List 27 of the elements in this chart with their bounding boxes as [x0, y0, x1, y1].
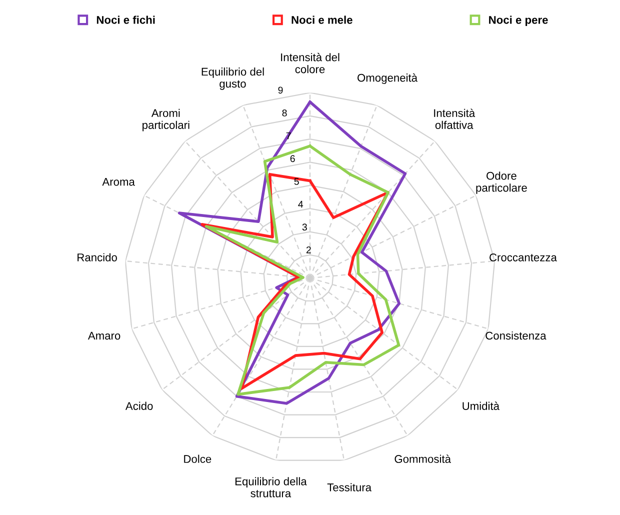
spoke-label: Dolce	[184, 454, 212, 463]
spoke-label: Intensità olfattiva	[434, 108, 476, 130]
spoke-label: Rancido	[78, 253, 117, 262]
spoke-label: Aroma	[102, 178, 135, 186]
spoke-label: Acido	[125, 402, 153, 410]
legend-label: Noci e pere	[489, 16, 548, 26]
y-tick-label: 2	[306, 246, 311, 254]
spoke-label: Equilibrio della struttura	[235, 477, 307, 498]
spoke-label: Tessitura	[327, 483, 372, 492]
spoke-label: Croccantezza	[490, 253, 557, 262]
y-tick-label: 3	[302, 224, 307, 231]
legend-label: Noci e fichi	[96, 16, 155, 24]
spoke-label: Equilibrio del gusto	[202, 68, 264, 90]
spoke-label: Aromi particolari	[142, 108, 190, 132]
spoke-label: Amaro	[88, 332, 120, 340]
y-tick-label: 4	[298, 200, 304, 208]
y-tick-label: 9	[278, 86, 283, 94]
y-tick-label: 6	[290, 155, 295, 162]
spoke-label: Omogeneità	[358, 73, 418, 84]
y-tick-label: 5	[294, 178, 299, 185]
spoke-label: Consistenza	[486, 331, 546, 340]
spoke-label: Odore particolare	[476, 172, 527, 194]
y-tick-label: 8	[282, 110, 287, 116]
spoke-label: Intensità del colore	[281, 52, 340, 74]
legend-label: Noci e mele	[292, 16, 352, 24]
spoke-label: Gommosità	[394, 454, 451, 463]
spoke-label: Umidità	[462, 402, 500, 410]
